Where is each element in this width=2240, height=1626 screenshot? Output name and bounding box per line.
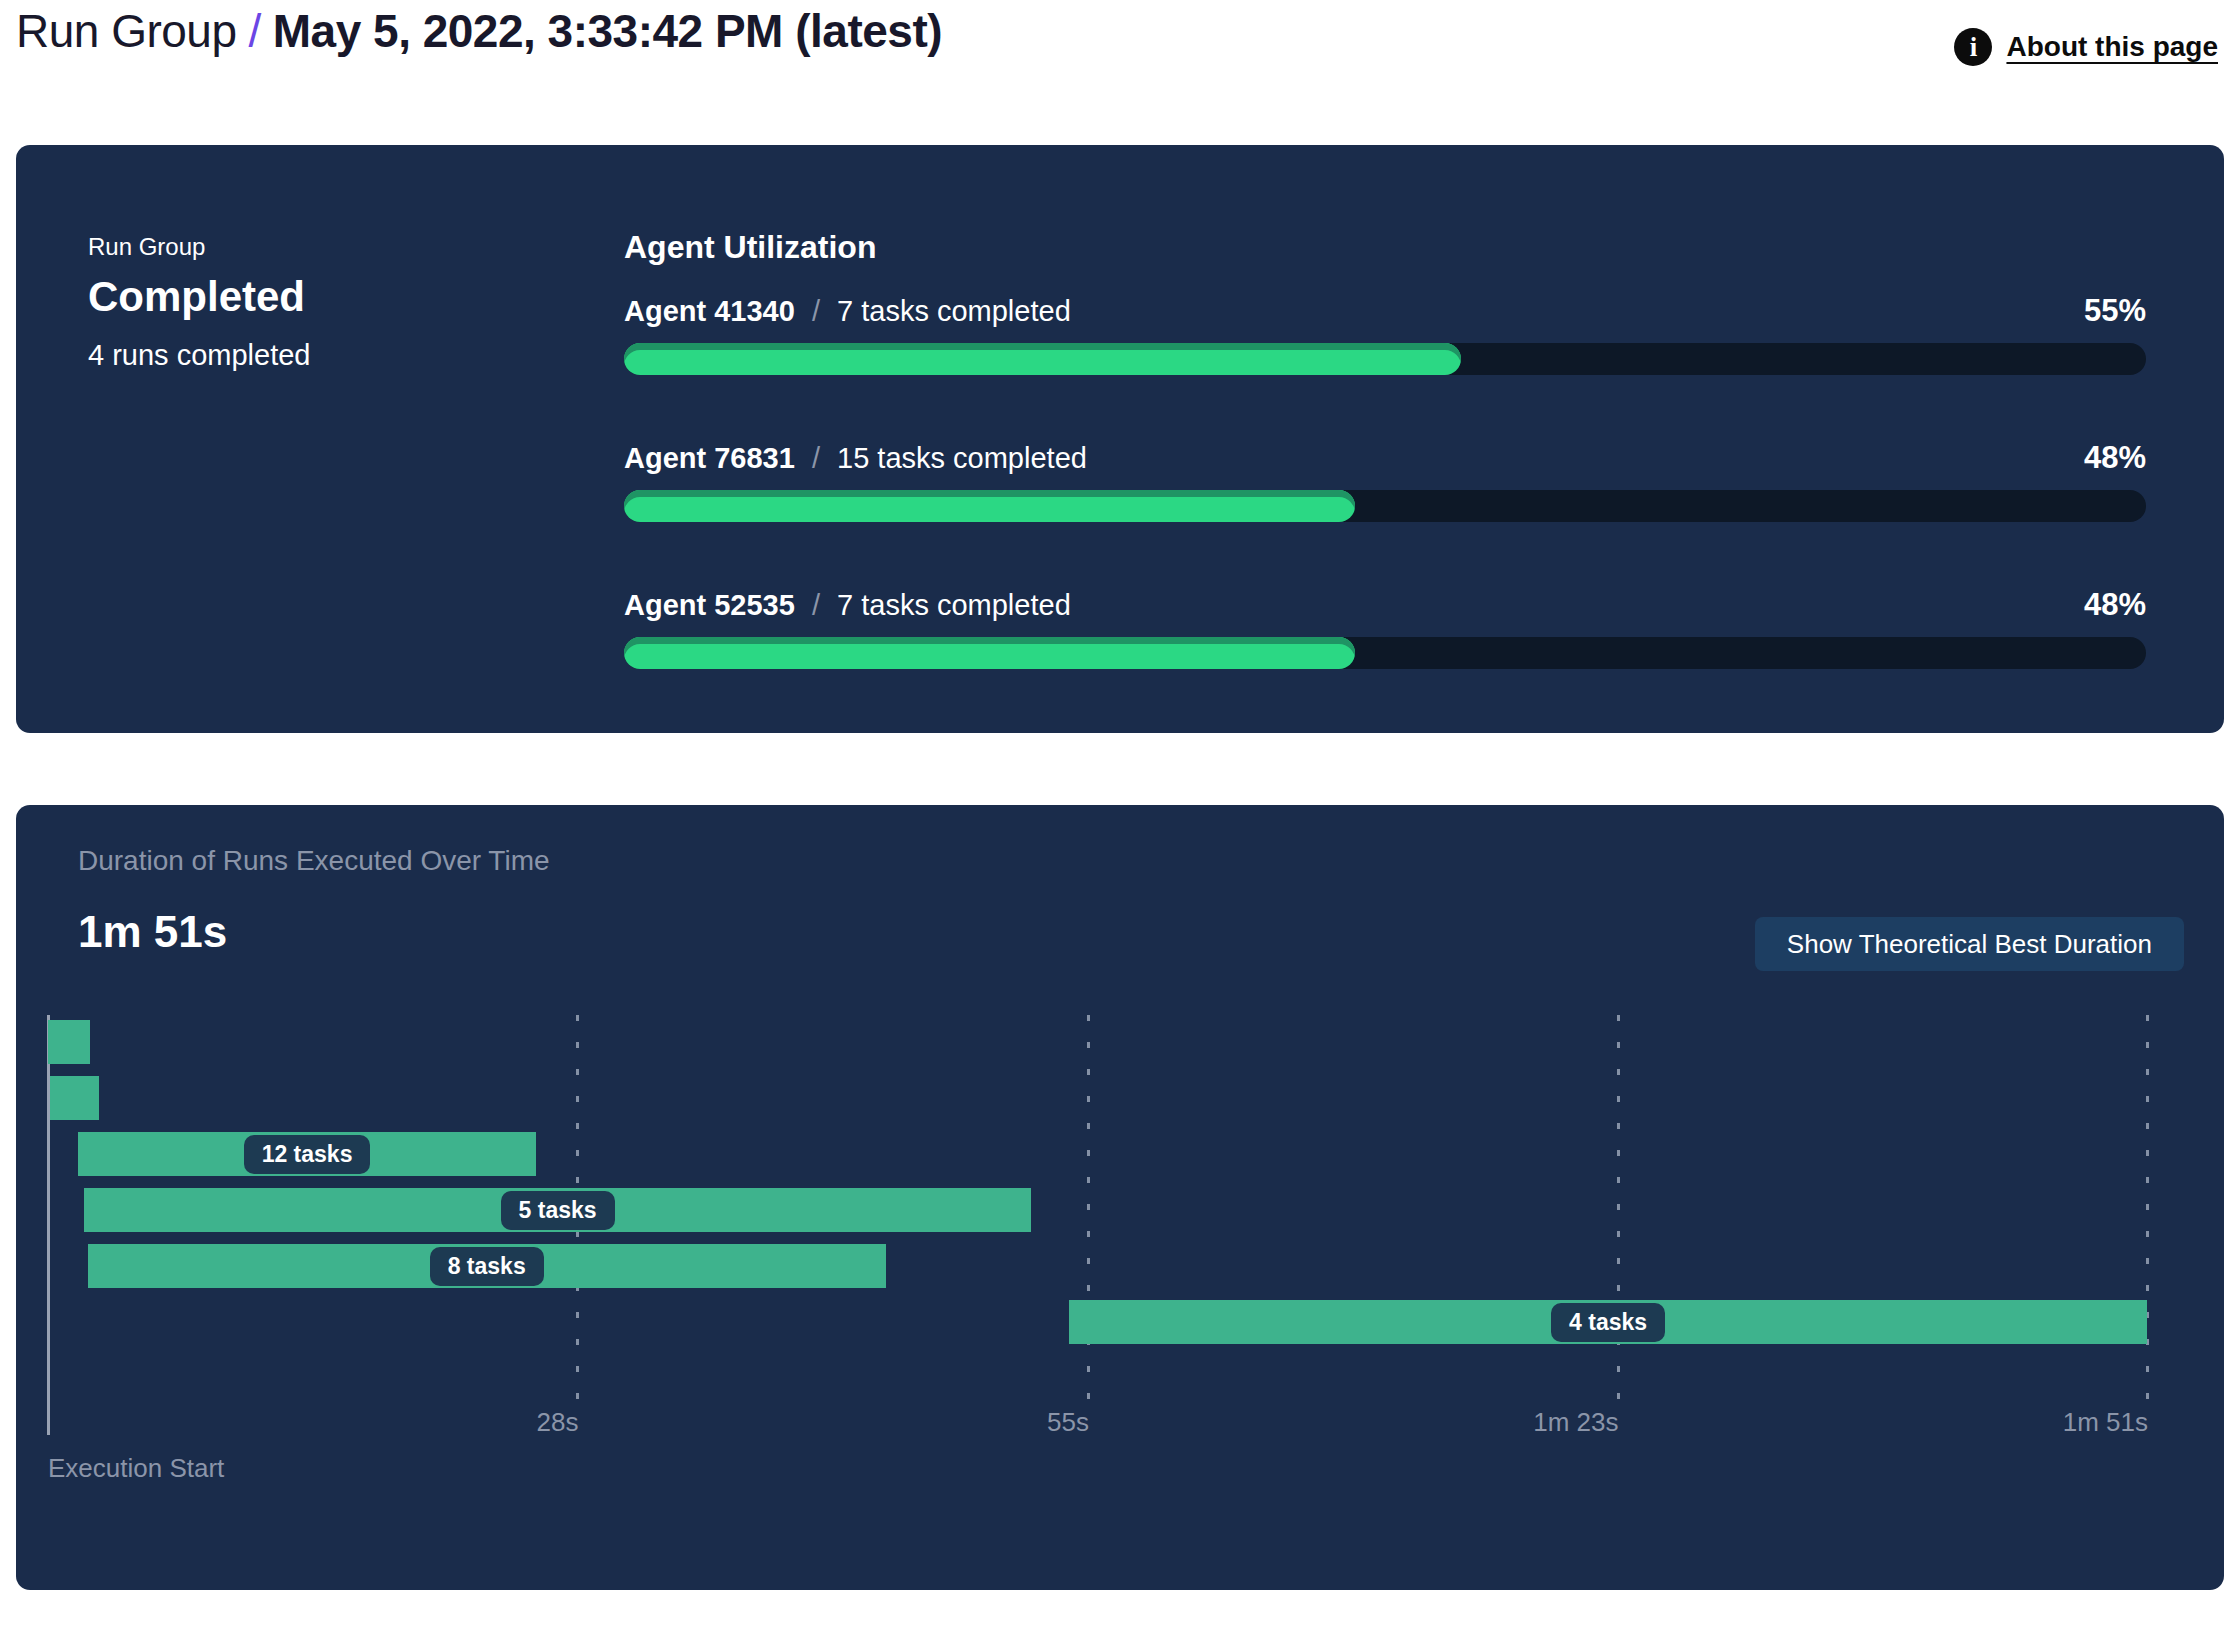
gantt-run-bar[interactable]: 12 tasks bbox=[78, 1132, 536, 1176]
gantt-run-bar[interactable]: 8 tasks bbox=[88, 1244, 886, 1288]
execution-start-label: Execution Start bbox=[48, 1453, 224, 1484]
task-count-chip: 4 tasks bbox=[1551, 1303, 1665, 1342]
breadcrumb-run-group: Run Group bbox=[16, 5, 237, 57]
x-axis-tick-label: 55s bbox=[1047, 1407, 1089, 1438]
agent-utilization-percent: 48% bbox=[2084, 587, 2146, 623]
agent-tasks-completed: 15 tasks completed bbox=[837, 442, 1087, 474]
utilization-progress-fill bbox=[624, 343, 1461, 375]
agent-name: Agent 41340 bbox=[624, 295, 795, 327]
gantt-run-bar[interactable] bbox=[50, 1076, 99, 1120]
task-count-chip: 8 tasks bbox=[430, 1247, 544, 1286]
page-title: May 5, 2022, 3:33:42 PM (latest) bbox=[273, 5, 942, 57]
status-badge: Completed bbox=[88, 273, 305, 321]
agent-utilization-section: Agent Utilization Agent 41340 / 7 tasks … bbox=[624, 145, 2146, 733]
x-axis-tick-label: 28s bbox=[537, 1407, 579, 1438]
breadcrumb-separator: / bbox=[249, 5, 261, 57]
agent-label: Agent 76831 / 15 tasks completed bbox=[624, 442, 1087, 475]
agent-utilization-row: Agent 52535 / 7 tasks completed 48% bbox=[624, 589, 2146, 719]
agent-label-separator: / bbox=[804, 442, 828, 474]
summary-label: Run Group bbox=[88, 233, 205, 261]
gantt-run-bar[interactable]: 4 tasks bbox=[1069, 1300, 2147, 1344]
task-count-chip: 5 tasks bbox=[501, 1191, 615, 1230]
utilization-progress-fill bbox=[624, 490, 1355, 522]
gantt-run-bar[interactable]: 5 tasks bbox=[84, 1188, 1031, 1232]
about-link-label: About this page bbox=[2006, 31, 2218, 63]
utilization-progress-fill bbox=[624, 637, 1355, 669]
utilization-progress-track bbox=[624, 343, 2146, 375]
breadcrumb: Run Group/May 5, 2022, 3:33:42 PM (lates… bbox=[16, 4, 2224, 58]
agent-label: Agent 52535 / 7 tasks completed bbox=[624, 589, 1071, 622]
gantt-run-bar[interactable] bbox=[48, 1020, 90, 1064]
x-axis-tick-label: 1m 51s bbox=[2063, 1407, 2148, 1438]
agent-tasks-completed: 7 tasks completed bbox=[837, 295, 1071, 327]
about-this-page-link[interactable]: i About this page bbox=[1954, 28, 2218, 66]
run-group-status-panel: Run Group Completed 4 runs completed Age… bbox=[16, 145, 2224, 733]
task-count-chip: 12 tasks bbox=[244, 1135, 371, 1174]
gridline bbox=[1087, 1015, 1090, 1403]
agent-name: Agent 76831 bbox=[624, 442, 795, 474]
runs-completed-count: 4 runs completed bbox=[88, 339, 310, 372]
gridline bbox=[1617, 1015, 1620, 1403]
agent-utilization-percent: 55% bbox=[2084, 293, 2146, 329]
duration-gantt-chart: 28s 55s 1m 23s 1m 51s 12 tasks 5 tasks 8 tasks… bbox=[16, 1015, 2224, 1445]
duration-panel: Duration of Runs Executed Over Time 1m 5… bbox=[16, 805, 2224, 1590]
x-axis-tick-label: 1m 23s bbox=[1533, 1407, 1618, 1438]
page-header: Run Group/May 5, 2022, 3:33:42 PM (lates… bbox=[16, 4, 2224, 84]
agent-utilization-title: Agent Utilization bbox=[624, 229, 876, 266]
total-duration-value: 1m 51s bbox=[78, 907, 227, 957]
utilization-progress-track bbox=[624, 490, 2146, 522]
agent-tasks-completed: 7 tasks completed bbox=[837, 589, 1071, 621]
gridline bbox=[2146, 1015, 2149, 1403]
agent-utilization-percent: 48% bbox=[2084, 440, 2146, 476]
utilization-progress-track bbox=[624, 637, 2146, 669]
agent-name: Agent 52535 bbox=[624, 589, 795, 621]
info-icon: i bbox=[1954, 28, 1992, 66]
show-theoretical-best-duration-button[interactable]: Show Theoretical Best Duration bbox=[1755, 917, 2184, 971]
agent-label-separator: / bbox=[804, 589, 828, 621]
agent-utilization-row: Agent 41340 / 7 tasks completed 55% bbox=[624, 295, 2146, 425]
duration-chart-title: Duration of Runs Executed Over Time bbox=[78, 845, 550, 877]
agent-label: Agent 41340 / 7 tasks completed bbox=[624, 295, 1071, 328]
agent-label-separator: / bbox=[804, 295, 828, 327]
agent-utilization-row: Agent 76831 / 15 tasks completed 48% bbox=[624, 442, 2146, 572]
